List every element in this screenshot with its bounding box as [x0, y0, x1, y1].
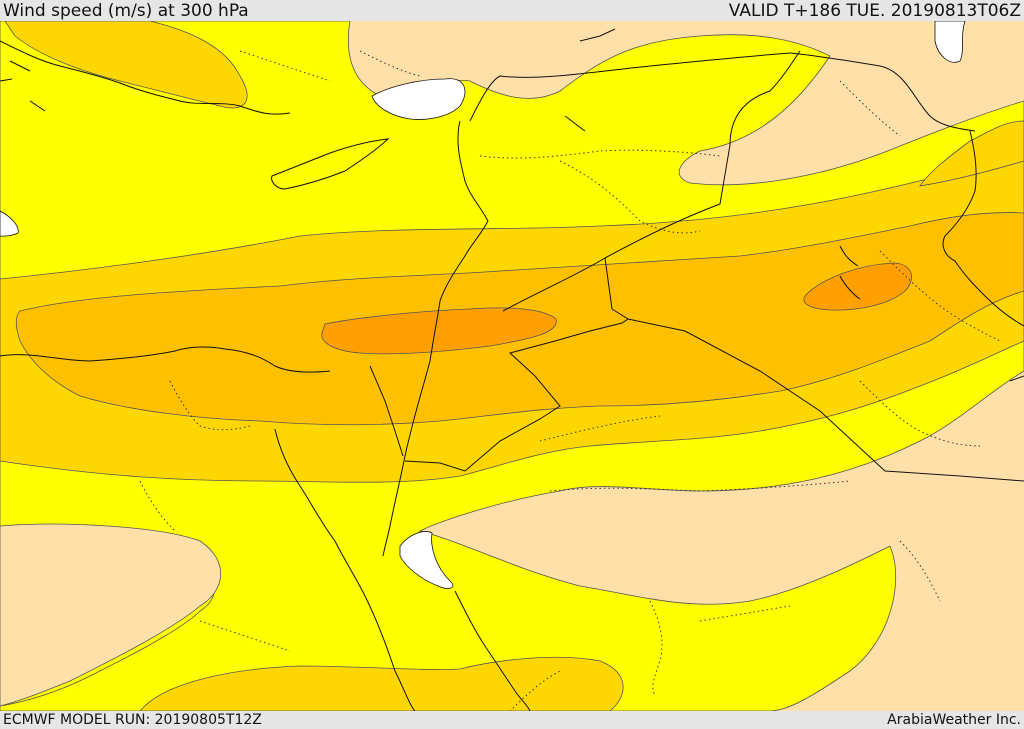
wind-speed-map[interactable] [0, 21, 1024, 711]
contour-gold-south [139, 656, 624, 711]
water-caspian-corner [934, 21, 966, 63]
water-gulf-left [0, 210, 19, 237]
contour-orange-east [803, 262, 912, 311]
map-footer: ECMWF MODEL RUN: 20190805T12Z ArabiaWeat… [0, 711, 1024, 729]
contour-peach-sw [0, 523, 222, 707]
country-borders [0, 28, 1024, 711]
water-red-sea [399, 531, 454, 589]
map-header: Wind speed (m/s) at 300 hPa VALID T+186 … [0, 0, 1024, 21]
contour-gold-east [919, 120, 1024, 187]
model-run: ECMWF MODEL RUN: 20190805T12Z [3, 712, 262, 728]
province-boundaries [139, 50, 1001, 711]
credit: ArabiaWeather Inc. [887, 712, 1021, 728]
contour-orange-west [321, 307, 557, 355]
contour-gold-nw [4, 21, 248, 109]
water-bay-north [371, 78, 466, 120]
valid-time: VALID T+186 TUE. 20190813T06Z [728, 1, 1021, 21]
map-title: Wind speed (m/s) at 300 hPa [3, 1, 249, 21]
